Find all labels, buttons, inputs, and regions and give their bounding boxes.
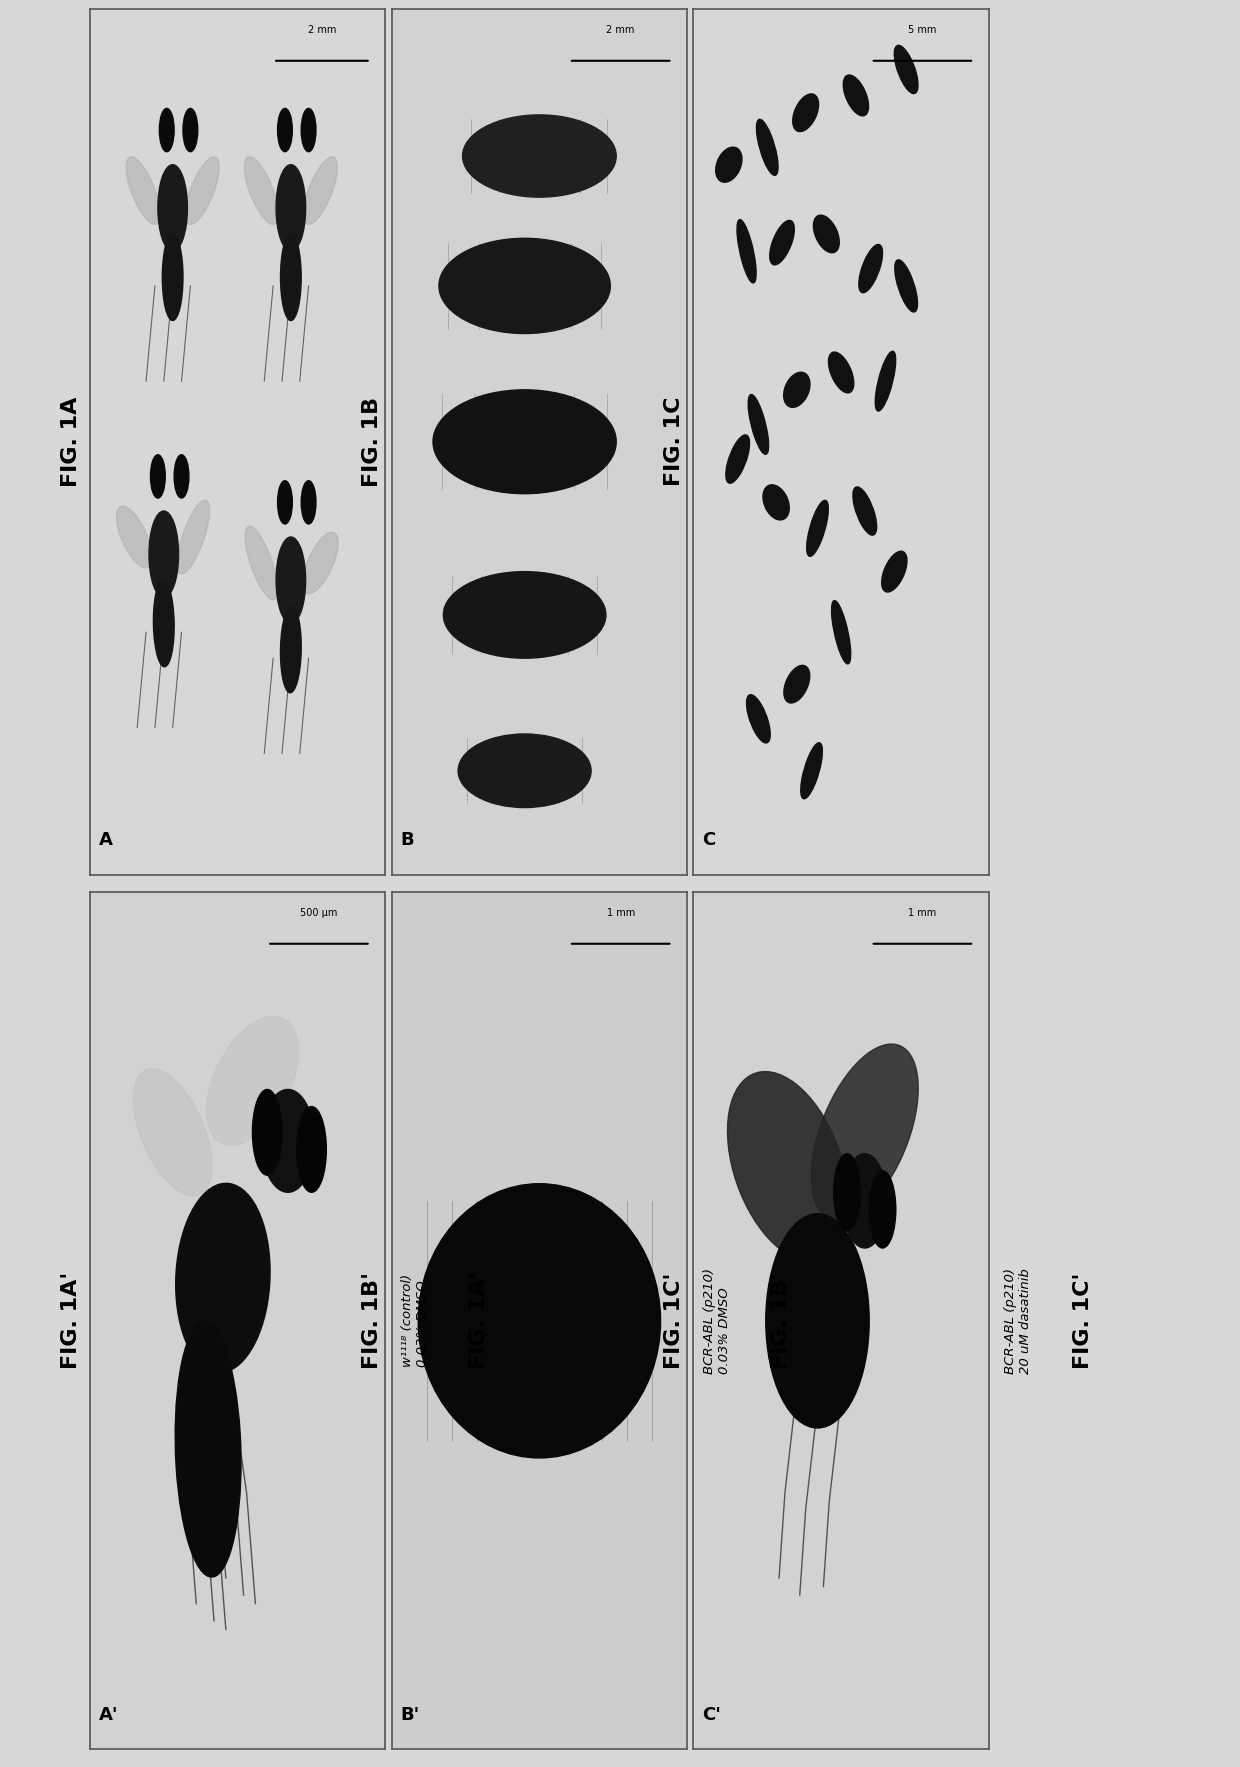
Text: FIG. 1B': FIG. 1B'	[362, 1272, 382, 1369]
Text: FIG. 1C: FIG. 1C	[665, 398, 684, 486]
Ellipse shape	[244, 157, 278, 224]
Ellipse shape	[304, 157, 337, 224]
Text: 2 mm: 2 mm	[308, 25, 336, 35]
Ellipse shape	[746, 694, 770, 742]
Ellipse shape	[162, 233, 184, 320]
Text: B: B	[401, 830, 414, 848]
Ellipse shape	[784, 373, 810, 408]
Ellipse shape	[725, 435, 749, 482]
Text: FIG. 1B': FIG. 1B'	[771, 1272, 791, 1369]
Ellipse shape	[770, 221, 795, 265]
Ellipse shape	[296, 1106, 326, 1193]
Text: FIG. 1C': FIG. 1C'	[665, 1272, 684, 1369]
Ellipse shape	[185, 157, 219, 224]
Ellipse shape	[149, 511, 179, 597]
Ellipse shape	[843, 74, 868, 117]
Text: B': B'	[401, 1705, 420, 1723]
Ellipse shape	[277, 164, 305, 251]
Text: 1 mm: 1 mm	[606, 908, 635, 919]
Ellipse shape	[278, 481, 293, 525]
Ellipse shape	[175, 1322, 241, 1576]
Text: C: C	[702, 830, 715, 848]
Text: FIG. 1A': FIG. 1A'	[61, 1272, 81, 1369]
Text: FIG. 1C': FIG. 1C'	[1073, 1272, 1092, 1369]
Ellipse shape	[280, 233, 301, 320]
Ellipse shape	[737, 219, 756, 283]
Ellipse shape	[843, 1154, 887, 1248]
Ellipse shape	[882, 551, 906, 592]
Ellipse shape	[150, 454, 165, 498]
Ellipse shape	[811, 1044, 919, 1221]
Ellipse shape	[278, 108, 293, 152]
Ellipse shape	[792, 94, 818, 131]
Ellipse shape	[439, 239, 610, 334]
Ellipse shape	[174, 454, 188, 498]
Ellipse shape	[748, 394, 769, 454]
Ellipse shape	[262, 1090, 315, 1193]
Ellipse shape	[895, 260, 918, 313]
Ellipse shape	[763, 484, 789, 519]
Text: A': A'	[99, 1705, 118, 1723]
Ellipse shape	[463, 115, 616, 198]
Ellipse shape	[875, 352, 895, 412]
Ellipse shape	[766, 1214, 869, 1428]
Ellipse shape	[303, 532, 339, 594]
Ellipse shape	[207, 1016, 299, 1145]
Ellipse shape	[833, 1154, 861, 1232]
Text: BCR-ABL (p210)
20 uM dasatinib: BCR-ABL (p210) 20 uM dasatinib	[1004, 1269, 1033, 1373]
Ellipse shape	[253, 1090, 281, 1175]
Text: C': C'	[702, 1705, 722, 1723]
Ellipse shape	[418, 1184, 661, 1458]
Ellipse shape	[184, 108, 197, 152]
Ellipse shape	[280, 606, 301, 693]
Ellipse shape	[458, 733, 591, 808]
Text: A: A	[99, 830, 113, 848]
Ellipse shape	[246, 527, 278, 599]
Text: BCR-ABL (p210)
0.03% DMSO: BCR-ABL (p210) 0.03% DMSO	[703, 1269, 730, 1373]
Ellipse shape	[157, 164, 187, 251]
Ellipse shape	[154, 580, 174, 666]
Ellipse shape	[160, 108, 174, 152]
Text: 2 mm: 2 mm	[606, 25, 635, 35]
Ellipse shape	[853, 488, 877, 535]
Ellipse shape	[117, 505, 153, 567]
Ellipse shape	[756, 120, 777, 175]
Text: 500 μm: 500 μm	[300, 908, 337, 919]
Ellipse shape	[133, 1069, 212, 1196]
Text: FIG. 1B: FIG. 1B	[362, 396, 382, 488]
Ellipse shape	[869, 1172, 895, 1248]
Ellipse shape	[894, 46, 918, 94]
Ellipse shape	[832, 601, 851, 664]
Ellipse shape	[784, 666, 810, 703]
Text: FIG. 1A': FIG. 1A'	[469, 1272, 489, 1369]
Ellipse shape	[301, 108, 316, 152]
Text: w¹¹¹⁸ (control)
0.03% DMSO: w¹¹¹⁸ (control) 0.03% DMSO	[401, 1274, 429, 1368]
Ellipse shape	[301, 481, 316, 525]
Text: 5 mm: 5 mm	[908, 25, 936, 35]
Ellipse shape	[433, 391, 616, 493]
Ellipse shape	[715, 147, 742, 182]
Ellipse shape	[176, 1184, 270, 1373]
Ellipse shape	[801, 742, 822, 799]
Text: FIG. 1A: FIG. 1A	[61, 396, 81, 488]
Ellipse shape	[728, 1071, 848, 1262]
Ellipse shape	[444, 571, 606, 657]
Ellipse shape	[126, 157, 160, 224]
Ellipse shape	[813, 216, 839, 253]
Ellipse shape	[828, 352, 854, 392]
Ellipse shape	[177, 500, 210, 574]
Text: 1 mm: 1 mm	[908, 908, 936, 919]
Ellipse shape	[807, 500, 828, 557]
Ellipse shape	[859, 244, 883, 293]
Ellipse shape	[277, 537, 305, 624]
